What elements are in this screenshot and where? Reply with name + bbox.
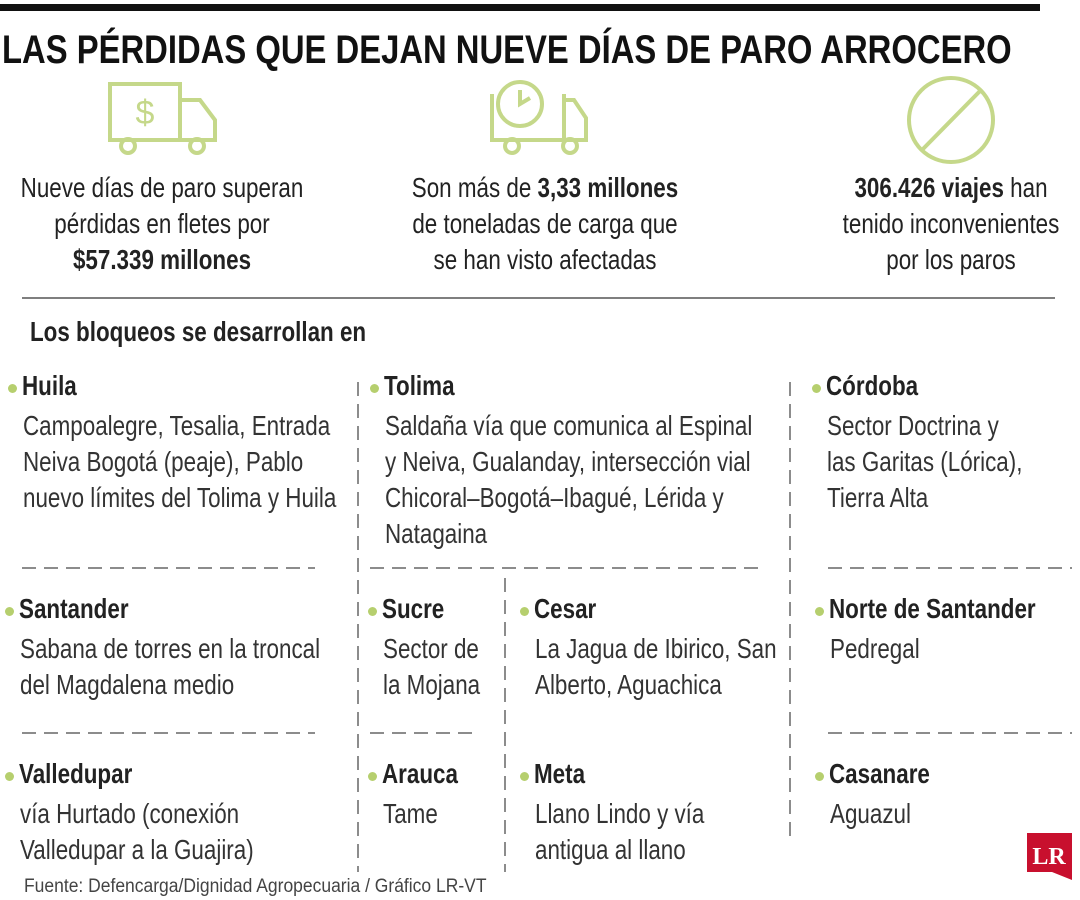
- region-text: Alberto, Aguachica: [535, 669, 722, 700]
- logo: LR: [1027, 833, 1072, 880]
- stat-line: se han visto afectadas: [385, 242, 705, 278]
- stat-segment: pérdidas en fletes por: [54, 208, 270, 239]
- stat-line: de toneladas de carga que: [385, 206, 705, 242]
- region-name: Tolima: [384, 370, 455, 401]
- stat-line: Son más de 3,33 millones: [385, 170, 705, 206]
- section-title: Los bloqueos se desarrollan en: [30, 316, 367, 347]
- region-text: Tierra Alta: [827, 482, 929, 513]
- stat-text: 306.426 viajes han tenido inconvenientes p…: [791, 170, 1080, 278]
- stat-segment: por los paros: [886, 244, 1016, 275]
- region-text: antigua al llano: [535, 834, 686, 865]
- bullet: [520, 772, 529, 781]
- stat-line: Nueve días de paro superan: [2, 170, 322, 206]
- region-name: Casanare: [829, 758, 930, 789]
- stat-segment: Nueve días de paro superan: [20, 172, 304, 203]
- region-text: Chicoral–Bogotá–Ibagué, Lérida y: [385, 482, 724, 513]
- region-text: Sector de: [383, 633, 479, 664]
- region-text: Valledupar a la Guajira): [20, 834, 254, 865]
- region-name: Valledupar: [19, 758, 133, 789]
- top-bar: [0, 4, 1040, 11]
- region-text: y Neiva, Gualanday, intersección vial: [385, 446, 751, 477]
- region-text: Natagaina: [385, 518, 488, 549]
- bullet: [8, 384, 17, 393]
- stat-line: pérdidas en fletes por: [2, 206, 322, 242]
- region-text: nuevo límites del Tolima y Huila: [23, 482, 337, 513]
- svg-text:$: $: [136, 94, 155, 132]
- stat-line: $57.339 millones: [2, 242, 322, 278]
- bullet: [368, 607, 377, 616]
- bullet: [812, 384, 821, 393]
- region-text: la Mojana: [383, 669, 481, 700]
- stat-segment: han: [1003, 172, 1048, 203]
- stat-line: tenido inconvenientes: [791, 206, 1080, 242]
- dashed-grid: [22, 382, 1072, 872]
- stat-segment: tenido inconvenientes: [842, 208, 1060, 239]
- region-name: Córdoba: [826, 370, 919, 401]
- bullet: [815, 772, 824, 781]
- region-text: Sabana de torres en la troncal: [20, 633, 321, 664]
- logo-text: LR: [1032, 844, 1066, 870]
- region-text: Sector Doctrina y: [827, 410, 999, 441]
- region-text: Neiva Bogotá (peaje), Pablo: [23, 446, 304, 477]
- bullet: [368, 772, 377, 781]
- bullet: [5, 772, 14, 781]
- region-name: Cesar: [534, 593, 597, 624]
- region-text: Saldaña vía que comunica al Espinal: [385, 410, 753, 441]
- stat-highlight: 3,33 millones: [537, 172, 679, 203]
- region-name: Meta: [534, 758, 586, 789]
- stat-segment: se han visto afectadas: [433, 244, 657, 275]
- stat-line: por los paros: [791, 242, 1080, 278]
- region-name: Norte de Santander: [829, 593, 1036, 624]
- region-text: del Magdalena medio: [20, 669, 235, 700]
- source: Fuente: Defencarga/Dignidad Agropecuaria…: [24, 876, 487, 897]
- stat-segment: Son más de: [411, 172, 538, 203]
- bullet: [520, 607, 529, 616]
- region-text: La Jagua de Ibirico, San: [535, 633, 777, 664]
- truck-clock-icon: [490, 80, 588, 155]
- truck-money-icon: $: [108, 82, 217, 155]
- stat-line: 306.426 viajes han: [791, 170, 1080, 206]
- stat-text: Nueve días de paro superan pérdidas en fl…: [2, 170, 322, 278]
- region-name: Arauca: [382, 758, 458, 789]
- region-text: Llano Lindo y vía: [535, 798, 705, 829]
- stat-segment: de toneladas de carga que: [412, 208, 678, 239]
- stat-text: Son más de 3,33 millones de toneladas de …: [385, 170, 705, 278]
- stat-highlight: $57.339 millones: [72, 244, 252, 275]
- title: LAS PÉRDIDAS QUE DEJAN NUEVE DÍAS DE PAR…: [2, 28, 1012, 72]
- bullet: [5, 607, 14, 616]
- bullet: [815, 607, 824, 616]
- region-text: Campoalegre, Tesalia, Entrada: [23, 410, 331, 441]
- region-text: Tame: [383, 798, 438, 829]
- region-name: Huila: [22, 370, 77, 401]
- forbidden-icon: [907, 76, 995, 164]
- region-text: Pedregal: [830, 633, 920, 664]
- region-name: Santander: [19, 593, 129, 624]
- region-text: Aguazul: [830, 798, 911, 829]
- region-text: vía Hurtado (conexión: [20, 798, 240, 829]
- stat-highlight: 306.426 viajes: [854, 172, 1004, 203]
- bullet: [370, 384, 379, 393]
- region-text: las Garitas (Lórica),: [827, 446, 1023, 477]
- region-name: Sucre: [382, 593, 445, 624]
